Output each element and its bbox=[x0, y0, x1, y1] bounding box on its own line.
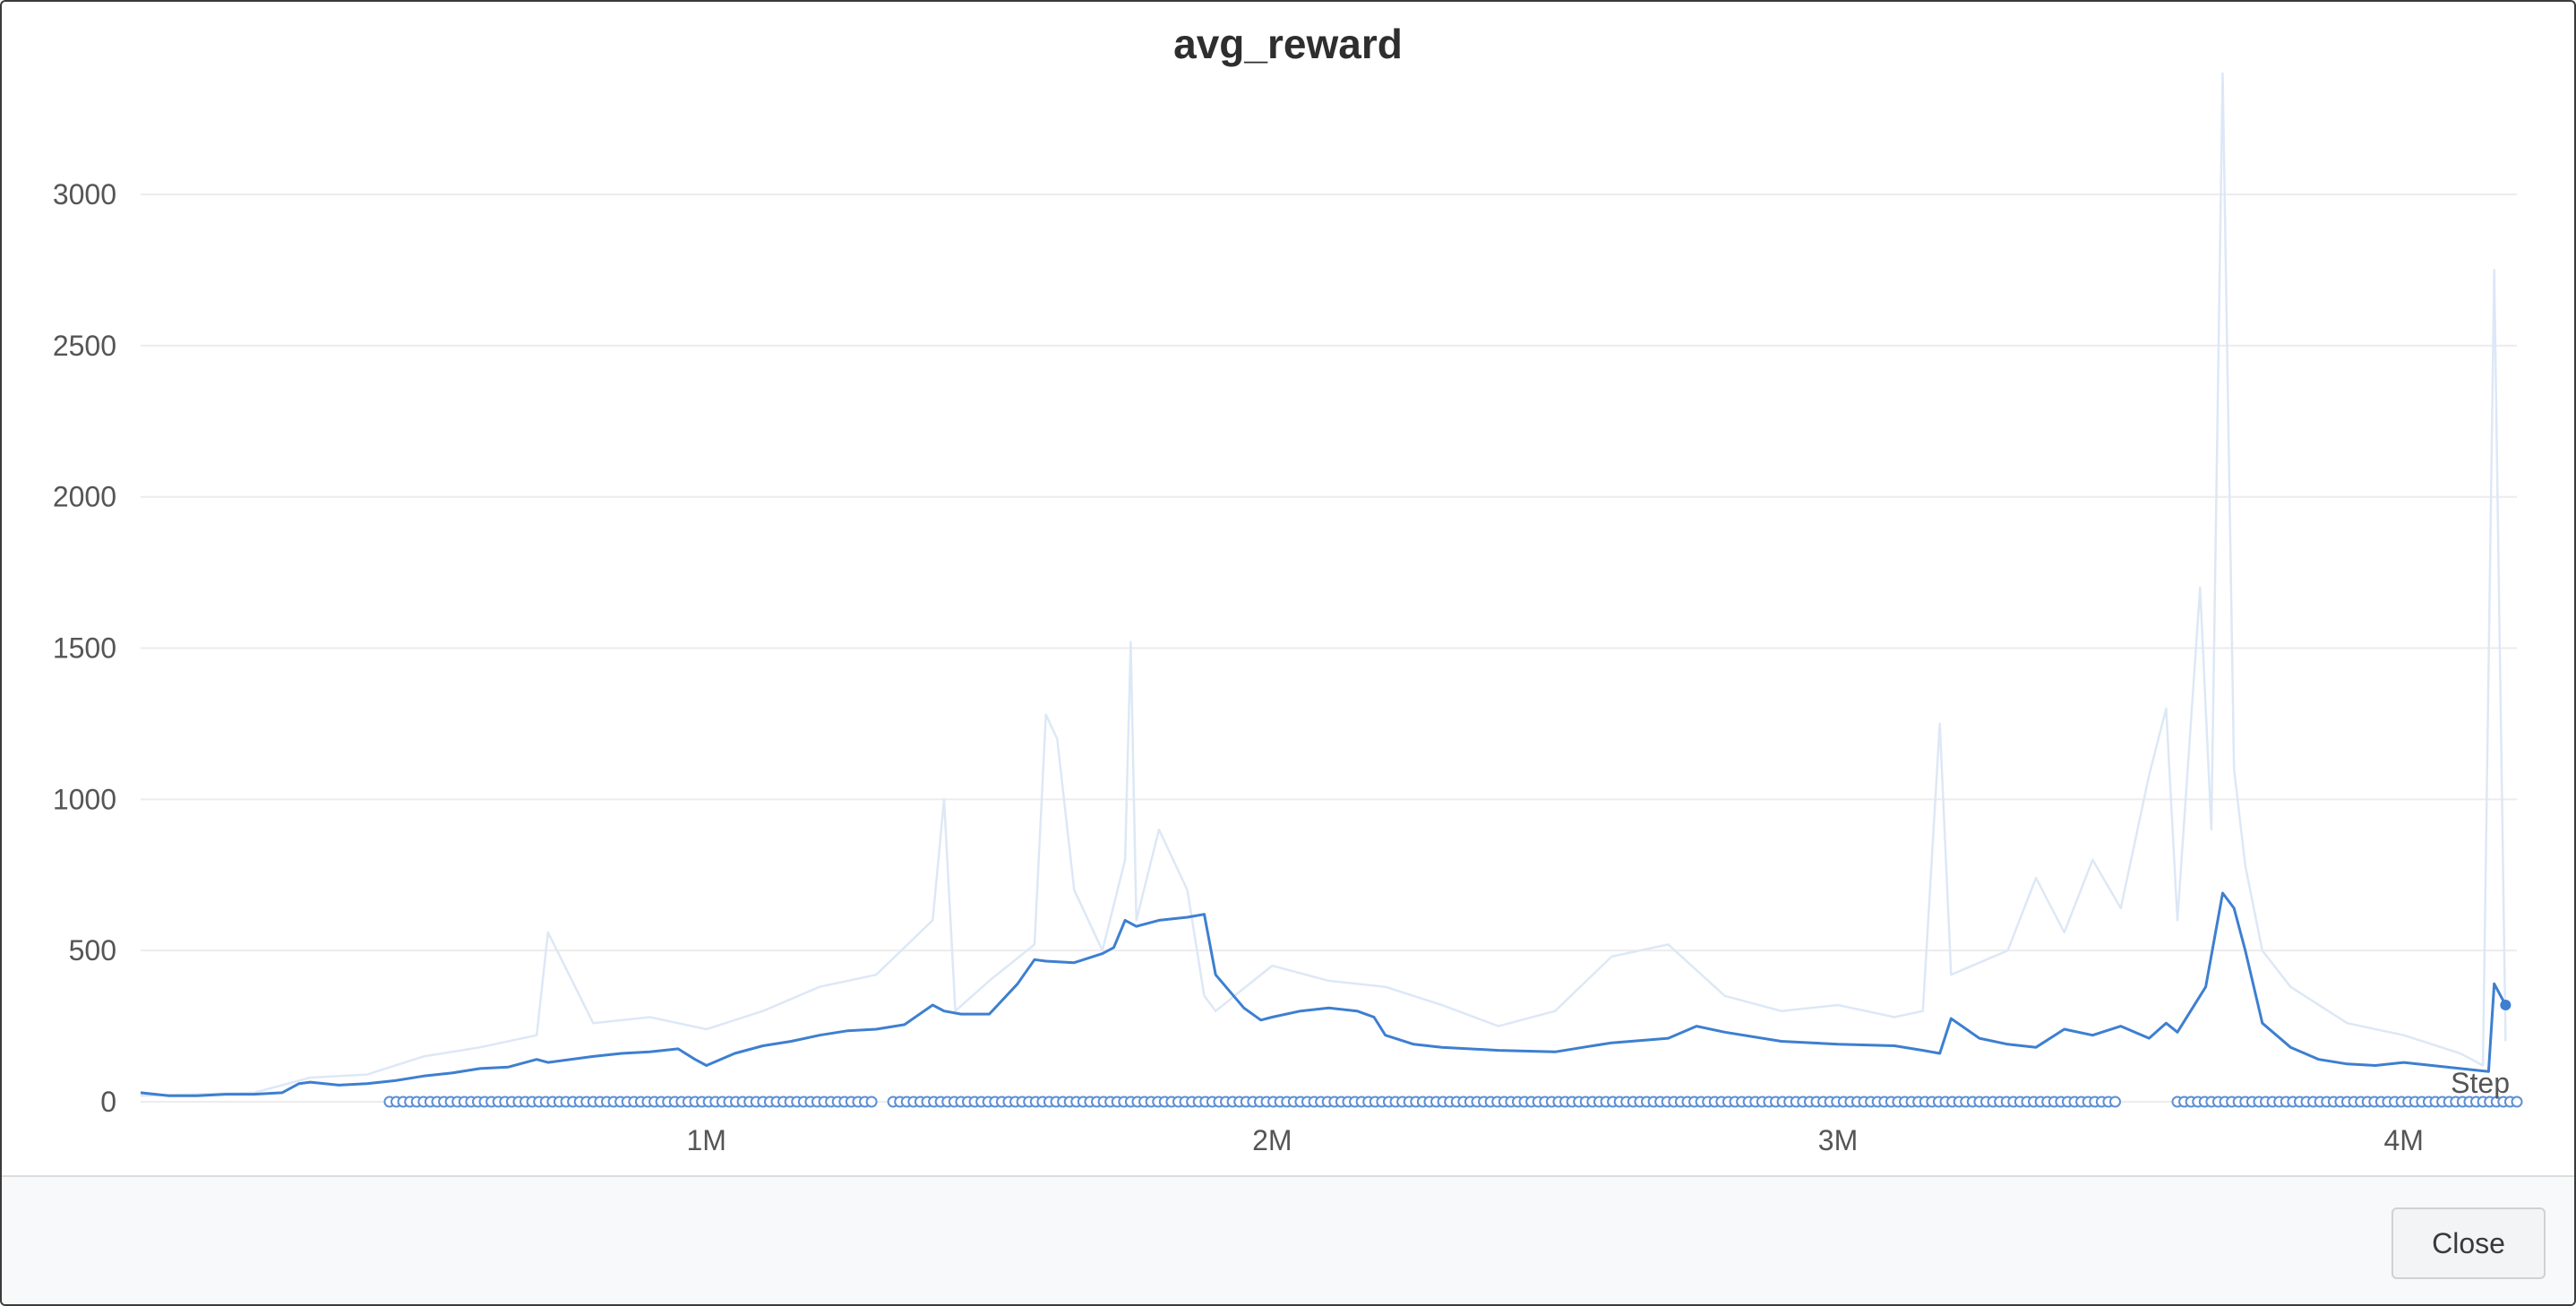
line-chart: 0 500 1000 1500 2000 2500 3000 1M 2M 3M 4M Step bbox=[53, 72, 2523, 1156]
y-tick-label: 2500 bbox=[53, 330, 116, 362]
raw-series-line bbox=[140, 72, 2507, 1097]
x-axis-label: Step bbox=[2451, 1067, 2510, 1099]
y-tick-label: 500 bbox=[69, 934, 116, 967]
data-point-marker bbox=[2511, 1095, 2523, 1108]
x-tick-label: 3M bbox=[1818, 1124, 1858, 1156]
last-point-marker bbox=[2500, 999, 2512, 1010]
y-tick-label: 1000 bbox=[53, 783, 116, 815]
chart-title: avg_reward bbox=[1173, 21, 1403, 67]
chart-panel: avg_reward 0 500 1000 1500 2000 2500 3000 1M 2M 3… bbox=[2, 2, 2574, 1175]
dialog-footer: Close bbox=[2, 1175, 2574, 1304]
smoothed-series-line bbox=[140, 891, 2507, 1097]
x-tick-label: 4M bbox=[2383, 1124, 2423, 1156]
y-tick-label: 3000 bbox=[53, 178, 116, 211]
y-tick-label: 1500 bbox=[53, 632, 116, 665]
data-point-marker bbox=[865, 1095, 878, 1108]
x-tick-label: 2M bbox=[1252, 1124, 1292, 1156]
y-tick-label: 2000 bbox=[53, 481, 116, 513]
y-tick-label: 0 bbox=[100, 1086, 116, 1118]
close-button[interactable]: Close bbox=[2391, 1207, 2546, 1279]
data-point-marker bbox=[2109, 1095, 2122, 1108]
x-tick-label: 1M bbox=[686, 1124, 726, 1156]
